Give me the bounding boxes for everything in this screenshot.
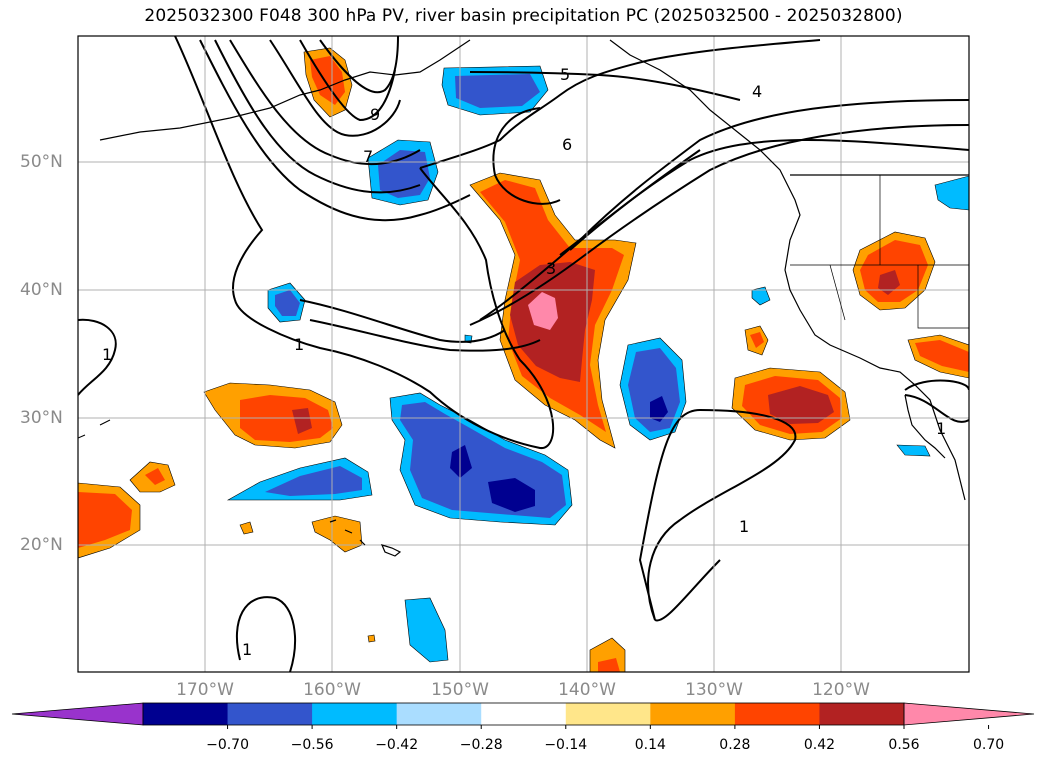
colorbar-tick-label: 0.56 xyxy=(888,737,920,753)
pv-label: 4 xyxy=(752,82,762,101)
lon-label: 160°W xyxy=(303,680,361,700)
coastlines xyxy=(78,39,969,557)
coastline-alaska xyxy=(99,39,471,141)
pv-label: 3 xyxy=(546,259,556,278)
precip-blob-hawaii-positive xyxy=(311,515,363,553)
contour-labels: 5 4 6 7 9 3 1 1 1 1 1 xyxy=(102,65,946,659)
lat-label: 20°N xyxy=(20,535,63,555)
colorbar-tick-label: −0.70 xyxy=(206,737,249,753)
colorbar-segment xyxy=(312,703,398,725)
precip-blob-south-negative xyxy=(404,597,449,663)
lon-label: 120°W xyxy=(812,680,870,700)
colorbar-tick-label: −0.56 xyxy=(290,737,334,753)
colorbar-tick-label: −0.42 xyxy=(375,737,419,753)
lon-label: 150°W xyxy=(431,680,489,700)
border-us-states xyxy=(790,175,969,329)
lon-label: 130°W xyxy=(685,680,743,700)
colorbar-tick-label: −0.28 xyxy=(459,737,503,753)
lon-label: 140°W xyxy=(558,680,616,700)
pv-label: 9 xyxy=(370,105,380,124)
colorbar-segment xyxy=(819,703,905,725)
colorbar-tick-label: 0.70 xyxy=(972,737,1005,753)
map-frame xyxy=(77,35,970,673)
pv-label: 1 xyxy=(739,517,749,536)
lat-label: 50°N xyxy=(20,152,63,172)
pv-label: 5 xyxy=(560,65,570,84)
coastline-north-america xyxy=(609,39,966,501)
colorbar-extend-high xyxy=(903,702,1035,726)
pv-label: 6 xyxy=(562,135,572,154)
lat-label: 30°N xyxy=(20,408,63,428)
pv-contour-1-south xyxy=(638,408,797,622)
colorbar-extend-low xyxy=(11,702,144,726)
coastline-hawaii xyxy=(329,519,402,557)
colorbar-segment xyxy=(481,703,567,725)
colorbar-segment xyxy=(143,703,229,725)
colorbar-segment xyxy=(227,703,313,725)
colorbar-tick-label: −0.14 xyxy=(544,737,588,753)
colorbar-tick-label: 0.14 xyxy=(634,737,666,753)
colorbar-segment xyxy=(734,703,820,725)
pv-contour-1 xyxy=(174,36,555,450)
colorbar-segment xyxy=(650,703,736,725)
colorbar-frame xyxy=(142,702,905,726)
pv-label: 1 xyxy=(294,335,304,354)
colorbar-tick-label: 0.42 xyxy=(803,737,836,753)
pv-label: 1 xyxy=(242,640,252,659)
pv-label: 7 xyxy=(363,147,373,166)
map-gridlines xyxy=(78,36,969,672)
pv-label: 1 xyxy=(936,419,946,438)
coastline-baja xyxy=(904,394,946,459)
pv-contour-1b xyxy=(419,39,821,169)
precip-shading xyxy=(78,47,969,672)
colorbar-segment xyxy=(565,703,651,725)
colorbar-tick-label: 0.28 xyxy=(719,737,751,753)
pv-label: 1 xyxy=(102,345,112,364)
chart-title: 2025032300 F048 300 hPa PV, river basin … xyxy=(144,6,903,26)
lon-label: 170°W xyxy=(176,680,234,700)
colorbar-segment xyxy=(396,703,482,725)
lat-label: 40°N xyxy=(20,280,63,300)
